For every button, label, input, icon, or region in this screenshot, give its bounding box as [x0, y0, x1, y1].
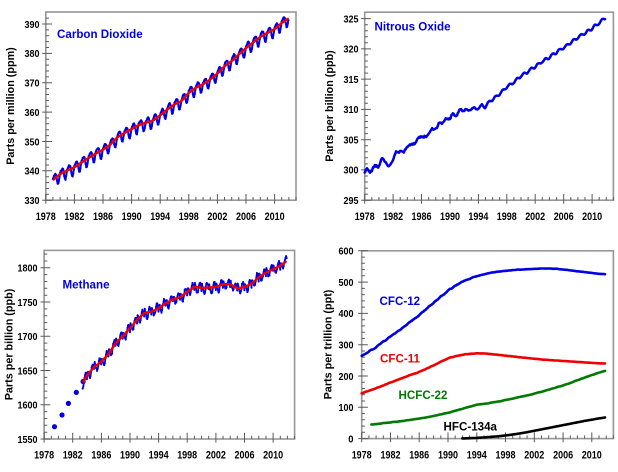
svg-text:1750: 1750 [18, 297, 38, 309]
svg-text:600: 600 [339, 246, 354, 258]
svg-text:325: 325 [344, 13, 359, 25]
svg-text:1982: 1982 [64, 211, 84, 223]
svg-text:HFC-134a: HFC-134a [444, 421, 498, 434]
svg-text:1998: 1998 [179, 211, 199, 223]
svg-text:1982: 1982 [381, 450, 401, 462]
svg-text:CFC-12: CFC-12 [380, 295, 421, 308]
svg-text:2006: 2006 [236, 211, 256, 223]
svg-text:2002: 2002 [524, 450, 544, 462]
svg-text:2010: 2010 [582, 211, 602, 223]
svg-text:CFC-11: CFC-11 [380, 353, 420, 366]
svg-text:390: 390 [25, 19, 40, 31]
svg-text:1700: 1700 [18, 331, 38, 343]
svg-text:400: 400 [339, 308, 354, 320]
svg-text:380: 380 [25, 48, 40, 60]
svg-text:2002: 2002 [525, 211, 545, 223]
svg-text:100: 100 [339, 402, 354, 414]
svg-text:1800: 1800 [18, 263, 38, 275]
svg-text:Parts per billion (ppb): Parts per billion (ppb) [324, 50, 336, 162]
svg-text:1978: 1978 [34, 450, 54, 462]
svg-text:360: 360 [25, 107, 40, 119]
svg-text:500: 500 [339, 277, 354, 289]
svg-text:1986: 1986 [93, 211, 113, 223]
svg-text:Carbon Dioxide: Carbon Dioxide [57, 28, 143, 41]
svg-text:1982: 1982 [383, 211, 403, 223]
svg-text:Parts per trillion (ppt): Parts per trillion (ppt) [323, 289, 335, 399]
svg-text:200: 200 [339, 371, 354, 383]
svg-text:1978: 1978 [355, 211, 375, 223]
svg-text:330: 330 [25, 195, 40, 207]
svg-text:320: 320 [344, 44, 359, 56]
svg-text:1982: 1982 [63, 450, 83, 462]
svg-text:1978: 1978 [36, 211, 56, 223]
svg-text:2006: 2006 [553, 450, 573, 462]
svg-text:HCFC-22: HCFC-22 [399, 389, 448, 402]
svg-text:340: 340 [25, 166, 40, 178]
svg-text:Parts per billion (ppb): Parts per billion (ppb) [4, 288, 16, 400]
svg-text:1986: 1986 [412, 211, 432, 223]
svg-text:1994: 1994 [149, 450, 170, 462]
svg-text:300: 300 [344, 165, 359, 177]
svg-text:Methane: Methane [63, 279, 111, 292]
svg-text:1990: 1990 [440, 211, 460, 223]
svg-text:1990: 1990 [120, 450, 140, 462]
svg-text:350: 350 [25, 136, 40, 148]
svg-text:1990: 1990 [122, 211, 142, 223]
svg-text:1998: 1998 [496, 450, 516, 462]
svg-text:2006: 2006 [554, 211, 574, 223]
svg-text:1978: 1978 [352, 450, 372, 462]
svg-text:1550: 1550 [18, 434, 38, 446]
svg-text:Parts per million (ppm): Parts per million (ppm) [5, 47, 17, 165]
svg-text:295: 295 [344, 195, 359, 207]
svg-text:2010: 2010 [265, 211, 285, 223]
svg-text:310: 310 [344, 104, 359, 116]
svg-text:1986: 1986 [91, 450, 111, 462]
svg-text:2002: 2002 [206, 450, 226, 462]
svg-text:1990: 1990 [438, 450, 458, 462]
svg-text:1994: 1994 [150, 211, 171, 223]
svg-text:1986: 1986 [409, 450, 429, 462]
svg-text:2006: 2006 [235, 450, 255, 462]
svg-text:300: 300 [339, 340, 354, 352]
svg-text:305: 305 [344, 135, 359, 147]
svg-text:1998: 1998 [177, 450, 197, 462]
svg-text:1994: 1994 [467, 450, 488, 462]
svg-text:1650: 1650 [18, 365, 38, 377]
svg-text:1998: 1998 [497, 211, 517, 223]
svg-text:2002: 2002 [207, 211, 227, 223]
svg-text:370: 370 [25, 78, 40, 90]
svg-text:2010: 2010 [263, 450, 283, 462]
svg-text:0: 0 [348, 433, 353, 445]
svg-text:1994: 1994 [468, 211, 489, 223]
svg-text:Nitrous Oxide: Nitrous Oxide [375, 21, 452, 34]
svg-text:315: 315 [344, 74, 359, 86]
svg-text:2010: 2010 [582, 450, 602, 462]
svg-text:1600: 1600 [18, 400, 38, 412]
